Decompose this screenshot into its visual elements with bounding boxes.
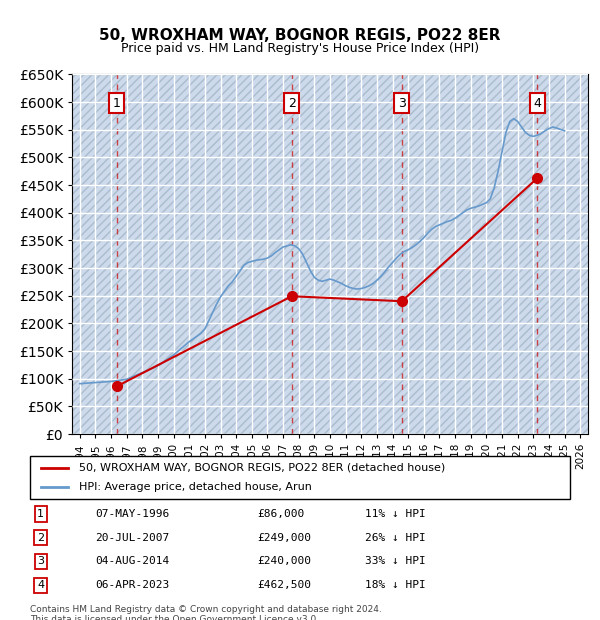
Text: £462,500: £462,500 [257, 580, 311, 590]
Text: 4: 4 [37, 580, 44, 590]
Text: 26% ↓ HPI: 26% ↓ HPI [365, 533, 425, 542]
Text: 07-MAY-1996: 07-MAY-1996 [95, 509, 169, 519]
Text: 4: 4 [533, 97, 541, 110]
Text: 2: 2 [37, 533, 44, 542]
Text: 1: 1 [37, 509, 44, 519]
Text: £249,000: £249,000 [257, 533, 311, 542]
Text: 20-JUL-2007: 20-JUL-2007 [95, 533, 169, 542]
Text: 3: 3 [398, 97, 406, 110]
Text: HPI: Average price, detached house, Arun: HPI: Average price, detached house, Arun [79, 482, 311, 492]
Text: 50, WROXHAM WAY, BOGNOR REGIS, PO22 8ER (detached house): 50, WROXHAM WAY, BOGNOR REGIS, PO22 8ER … [79, 463, 445, 473]
Text: 3: 3 [37, 557, 44, 567]
Text: 06-APR-2023: 06-APR-2023 [95, 580, 169, 590]
FancyBboxPatch shape [30, 456, 570, 499]
Text: £240,000: £240,000 [257, 557, 311, 567]
Text: 18% ↓ HPI: 18% ↓ HPI [365, 580, 425, 590]
Text: 2: 2 [288, 97, 296, 110]
Text: 1: 1 [113, 97, 121, 110]
Text: Contains HM Land Registry data © Crown copyright and database right 2024.
This d: Contains HM Land Registry data © Crown c… [30, 604, 382, 620]
Text: 04-AUG-2014: 04-AUG-2014 [95, 557, 169, 567]
Text: 11% ↓ HPI: 11% ↓ HPI [365, 509, 425, 519]
Text: Price paid vs. HM Land Registry's House Price Index (HPI): Price paid vs. HM Land Registry's House … [121, 42, 479, 55]
Text: 33% ↓ HPI: 33% ↓ HPI [365, 557, 425, 567]
Text: £86,000: £86,000 [257, 509, 304, 519]
Text: 50, WROXHAM WAY, BOGNOR REGIS, PO22 8ER: 50, WROXHAM WAY, BOGNOR REGIS, PO22 8ER [99, 28, 501, 43]
